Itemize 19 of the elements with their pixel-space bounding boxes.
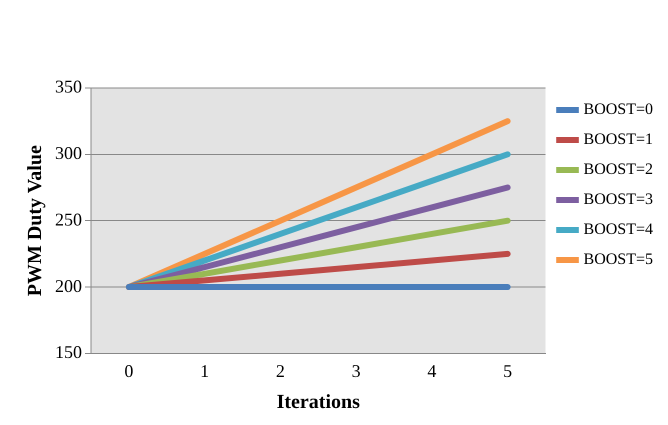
legend-label: BOOST=3 (584, 191, 654, 208)
x-tick-label: 2 (276, 360, 285, 381)
legend-label: BOOST=2 (584, 161, 654, 178)
y-axis-title: PWM Duty Value (24, 145, 46, 296)
x-tick-label: 0 (124, 360, 134, 381)
y-tick-label: 150 (55, 342, 82, 362)
x-tick-label: 4 (427, 360, 436, 381)
x-tick-label: 5 (503, 360, 512, 381)
legend-label: BOOST=5 (584, 251, 654, 268)
legend-label: BOOST=4 (584, 221, 654, 238)
y-tick-label: 300 (55, 143, 82, 164)
y-tick-label: 350 (55, 76, 82, 97)
y-tick-label: 250 (55, 209, 82, 230)
legend-label: BOOST=1 (584, 131, 654, 148)
x-axis-title: Iterations (276, 391, 360, 414)
y-tick-label: 200 (55, 276, 82, 296)
x-tick-label: 3 (352, 360, 361, 381)
legend-label: BOOST=0 (584, 101, 654, 118)
x-tick-label: 1 (200, 360, 210, 381)
